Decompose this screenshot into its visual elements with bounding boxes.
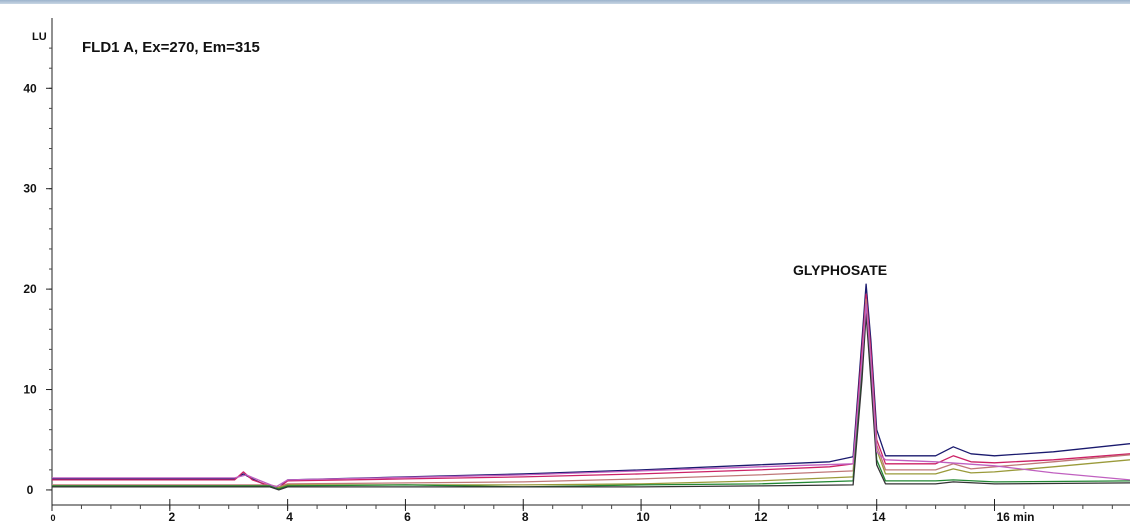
y-tick-label: 40 [23,81,37,95]
peak-annotation-glyphosate: GLYPHOSATE [793,262,887,278]
x-tick-label: 10 [636,510,650,524]
y-tick-label: 10 [23,383,37,397]
x-tick-label: 16 min [997,510,1035,524]
y-tick-label: 0 [27,483,34,497]
x-tick-label: 8 [522,510,529,524]
x-tick-label: 6 [404,510,411,524]
y-tick-label: 30 [23,182,37,196]
series-line-7 [52,303,1130,488]
series-line-3 [52,298,1130,488]
series-line-1 [52,283,1130,489]
x-tick-label: 4 [286,510,293,524]
chart-title: FLD1 A, Ex=270, Em=315 [82,39,260,56]
minor-ticks [49,47,1113,509]
y-tick-label: 20 [23,282,37,296]
x-tick-label: 14 [872,510,886,524]
tick-labels: 0 2 4 6 8 10 12 14 16 min 0 10 20 30 40 [23,81,1034,524]
x-tick-label: 2 [168,510,175,524]
series-line-2 [52,293,1130,489]
x-tick-label: 12 [754,510,768,524]
major-ticks [46,87,996,511]
y-axis-unit-label: LU [32,31,47,43]
series-line-6 [52,313,1130,491]
chart-axes [51,18,1130,506]
x-tick-label: 0 [50,513,55,523]
window-top-border [0,0,1130,4]
series-layer [52,283,1130,491]
series-line-5 [52,308,1130,490]
